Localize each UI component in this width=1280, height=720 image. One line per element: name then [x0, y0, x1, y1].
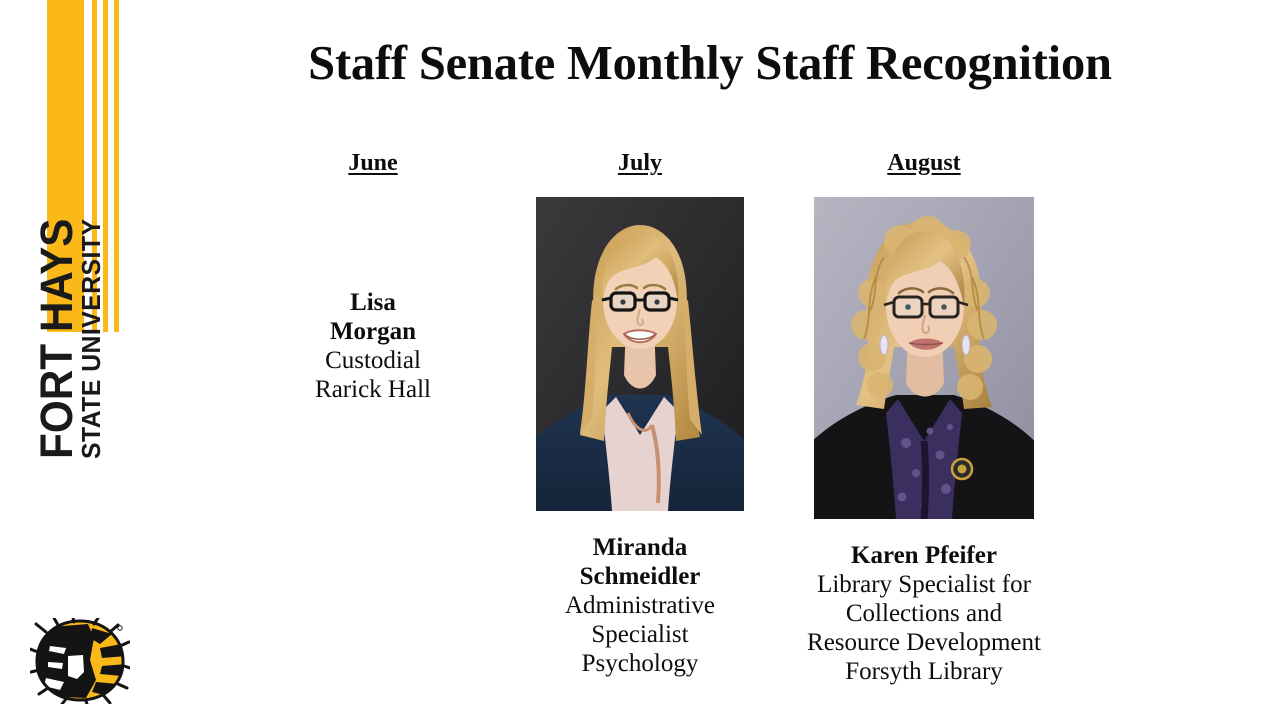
honoree-caption-august: Karen Pfeifer Library Specialist for Col…: [795, 541, 1053, 686]
honoree-name-line-2: Schmeidler: [579, 563, 701, 591]
month-header-august: August: [887, 150, 961, 176]
honoree-photo-august: [814, 197, 1034, 520]
honoree-name-line-1: Lisa: [350, 289, 396, 317]
honoree-name-line-1: Karen Pfeifer: [851, 542, 997, 570]
honoree-caption-june: Lisa Morgan Custodial Rarick Hall: [265, 288, 481, 404]
honoree-detail-line-1: Administrative: [565, 592, 715, 620]
tiger-head-icon: [30, 618, 130, 704]
honoree-detail-line-2: Rarick Hall: [315, 376, 431, 404]
brand-stripe-2: [92, 0, 97, 332]
honoree-name-line-2: Morgan: [329, 318, 417, 346]
honoree-detail-line-1: Custodial: [325, 347, 421, 375]
honoree-detail-line-3: Psychology: [581, 650, 699, 678]
page-title: Staff Senate Monthly Staff Recognition: [308, 35, 1112, 90]
honoree-name-line-1: Miranda: [592, 534, 688, 562]
month-header-june: June: [348, 150, 398, 176]
recognition-column-june: June Lisa Morgan Custodial Rarick Hall: [265, 150, 481, 404]
honoree-detail-line-2: Specialist: [591, 621, 689, 649]
honoree-detail-line-3: Resource Development: [807, 629, 1041, 657]
brand-rail: FORT HAYS STATE UNIVERSITY: [0, 0, 140, 720]
brand-stripe-4: [114, 0, 119, 332]
month-header-july: July: [617, 150, 662, 176]
brand-stripe-3: [103, 0, 108, 332]
recognition-column-august: August: [795, 150, 1053, 686]
honoree-detail-line-1: Library Specialist for: [817, 571, 1031, 599]
honoree-photo-july: [536, 197, 744, 512]
fhsu-wordmark: FORT HAYS STATE UNIVERSITY: [18, 191, 122, 459]
honoree-detail-line-2: Collections and: [845, 600, 1003, 628]
honoree-detail-line-4: Forsyth Library: [845, 658, 1003, 686]
honoree-caption-july: Miranda Schmeidler Administrative Specia…: [534, 533, 746, 678]
recognition-column-july: July: [534, 150, 746, 678]
wordmark-line-1: FORT HAYS: [30, 218, 82, 459]
brand-stripe-1: [47, 0, 84, 332]
wordmark-line-2: STATE UNIVERSITY: [77, 218, 106, 459]
